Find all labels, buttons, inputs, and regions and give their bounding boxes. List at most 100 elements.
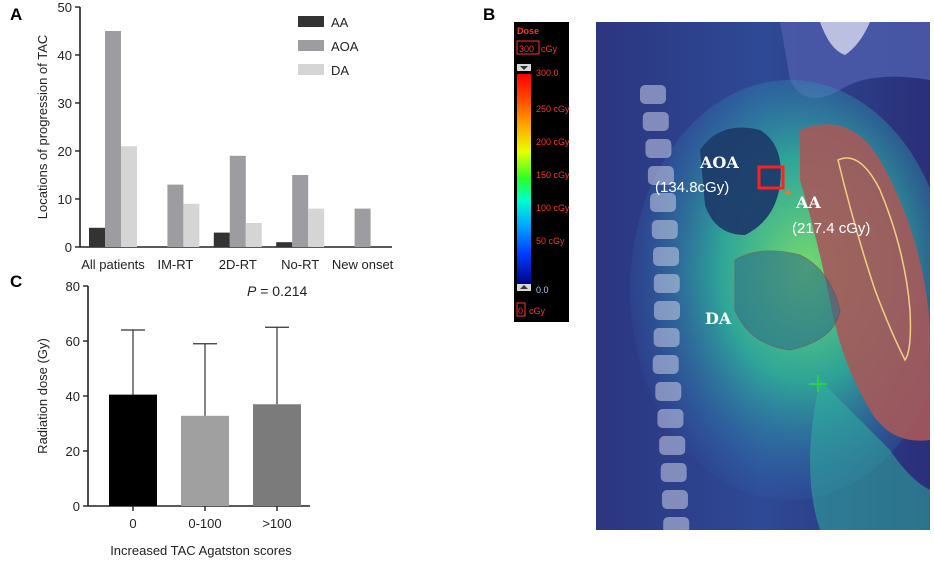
vertebra xyxy=(663,517,690,530)
chart-c: Radiation dose (Gy) Increased TAC Agatst… xyxy=(35,279,310,558)
label-aa-dose: (217.4 cGy) xyxy=(792,220,870,237)
chart-a-x-tick-label: New onset xyxy=(332,257,394,272)
crosshair-icon xyxy=(809,375,827,392)
legend-label: AA xyxy=(331,15,349,30)
ct-neck-highlight xyxy=(820,22,870,55)
ct-contour-outline xyxy=(837,157,912,362)
chart-a: Locations of progression of TAC 0 10 20 30 4… xyxy=(35,0,394,272)
legend-swatch xyxy=(298,16,324,27)
chart-a-y-tick-label: 50 xyxy=(58,0,72,15)
chart-a-y-tick-label: 0 xyxy=(65,240,72,255)
chart-c-y-tick-label: 80 xyxy=(66,279,80,294)
legend-label: DA xyxy=(331,63,349,78)
vertebra xyxy=(655,382,682,401)
legend-swatch xyxy=(298,40,324,51)
colorbar-tick-label: 100 cGy xyxy=(536,203,570,213)
panel-label-c: C xyxy=(10,272,22,291)
bar-da xyxy=(183,203,200,247)
bar-aoa xyxy=(354,208,371,247)
bar-dose xyxy=(109,394,157,506)
vertebra xyxy=(661,490,688,509)
chart-c-x-tick-label: 0-100 xyxy=(188,516,221,531)
colorbar-tick-label: 250 cGy xyxy=(536,104,570,114)
label-da: DA xyxy=(705,309,732,328)
colorbar-max-unit: cGy xyxy=(541,44,558,54)
chart-a-x-tick-label: All patients xyxy=(81,257,145,272)
vertebra xyxy=(640,85,666,104)
vertebra xyxy=(653,301,680,320)
bar-dose xyxy=(181,415,229,506)
colorbar-max-box xyxy=(516,40,540,55)
ct-lower-dose xyxy=(810,380,930,530)
vertebra xyxy=(645,139,672,158)
p-value-text: = 0.214 xyxy=(256,283,307,299)
label-aoa: AOA xyxy=(699,153,739,172)
colorbar-max-value: 300 xyxy=(519,44,534,54)
chart-a-y-tick-label: 20 xyxy=(58,144,72,159)
vertebra xyxy=(657,409,684,428)
ct-descending-aorta xyxy=(734,250,841,351)
p-value-symbol: P xyxy=(247,283,257,299)
bar-da xyxy=(245,223,262,247)
chart-c-x-tick-label: >100 xyxy=(262,516,291,531)
vertebra xyxy=(659,436,686,455)
chart-a-y-label: Locations of progression of TAC xyxy=(35,35,50,220)
vertebra xyxy=(660,463,687,482)
ct-spine xyxy=(640,85,690,530)
chart-c-y-tick-label: 0 xyxy=(73,499,80,514)
bar-da xyxy=(308,208,325,247)
panel-label-b: B xyxy=(483,5,495,24)
vertebra xyxy=(652,355,679,374)
chart-a-y-tick-label: 10 xyxy=(58,192,72,207)
aa-marker-icon: + xyxy=(784,185,792,200)
colorbar-top-value: 300.0 xyxy=(536,68,559,78)
colorbar-min-unit: cGy xyxy=(529,306,546,316)
ct-aorta xyxy=(700,127,781,235)
chart-a-x-tick-label: 2D-RT xyxy=(219,257,257,272)
vertebra xyxy=(653,274,680,293)
chart-a-x-tick-label: No-RT xyxy=(281,257,319,272)
panel-label-a: A xyxy=(10,5,22,24)
chart-c-y-label: Radiation dose (Gy) xyxy=(35,338,50,454)
colorbar-bottom-value: 0.0 xyxy=(536,285,549,295)
chart-c-x-label: Increased TAC Agatston scores xyxy=(110,543,292,558)
colorbar-min-box xyxy=(516,302,526,317)
vertebra xyxy=(642,112,669,131)
chart-c-y-tick-label: 20 xyxy=(66,444,80,459)
label-aoa-dose: (134.8cGy) xyxy=(655,179,729,196)
bar-aa xyxy=(89,227,105,247)
label-aa: AA xyxy=(795,193,821,212)
aoa-marker xyxy=(757,165,785,190)
bar-aa xyxy=(276,242,293,247)
vertebra xyxy=(647,166,674,185)
bar-aoa xyxy=(105,31,121,247)
chart-c-y-tick-label: 60 xyxy=(66,334,80,349)
vertebra xyxy=(651,220,678,239)
colorbar-tick-label: 50 cGy xyxy=(536,236,565,246)
chart-c-p-value: P = 0.214 xyxy=(247,283,308,299)
bar-dose xyxy=(253,404,301,506)
colorbar-tick-label: 200 cGy xyxy=(536,137,570,147)
colorbar-gradient xyxy=(517,74,531,284)
legend-swatch xyxy=(298,64,324,75)
bar-da xyxy=(121,146,137,247)
vertebra xyxy=(653,328,680,347)
legend-label: AOA xyxy=(331,39,359,54)
bar-aa xyxy=(213,232,230,247)
colorbar-header: Dose xyxy=(517,26,539,36)
chart-c-x-tick-label: 0 xyxy=(129,516,136,531)
chart-a-legend: AA AOA DA xyxy=(298,15,359,78)
colorbar-up-arrow-icon xyxy=(520,66,528,70)
bar-aoa xyxy=(167,184,184,247)
colorbar-down-arrow-icon xyxy=(520,285,528,289)
ct-dose-image: Dose 300 cGy 300.0 250 cGy 200 cGy 150 cGy… xyxy=(514,22,930,530)
colorbar-min-value: 0 xyxy=(518,306,523,316)
bar-aoa xyxy=(292,175,309,247)
vertebra xyxy=(650,193,677,212)
chart-a-y-tick-label: 40 xyxy=(58,48,72,63)
chart-c-y-tick-label: 40 xyxy=(66,389,80,404)
colorbar-tick-label: 150 cGy xyxy=(536,170,570,180)
vertebra xyxy=(653,247,680,266)
chart-a-x-tick-label: IM-RT xyxy=(157,257,193,272)
bar-aoa xyxy=(229,155,246,247)
